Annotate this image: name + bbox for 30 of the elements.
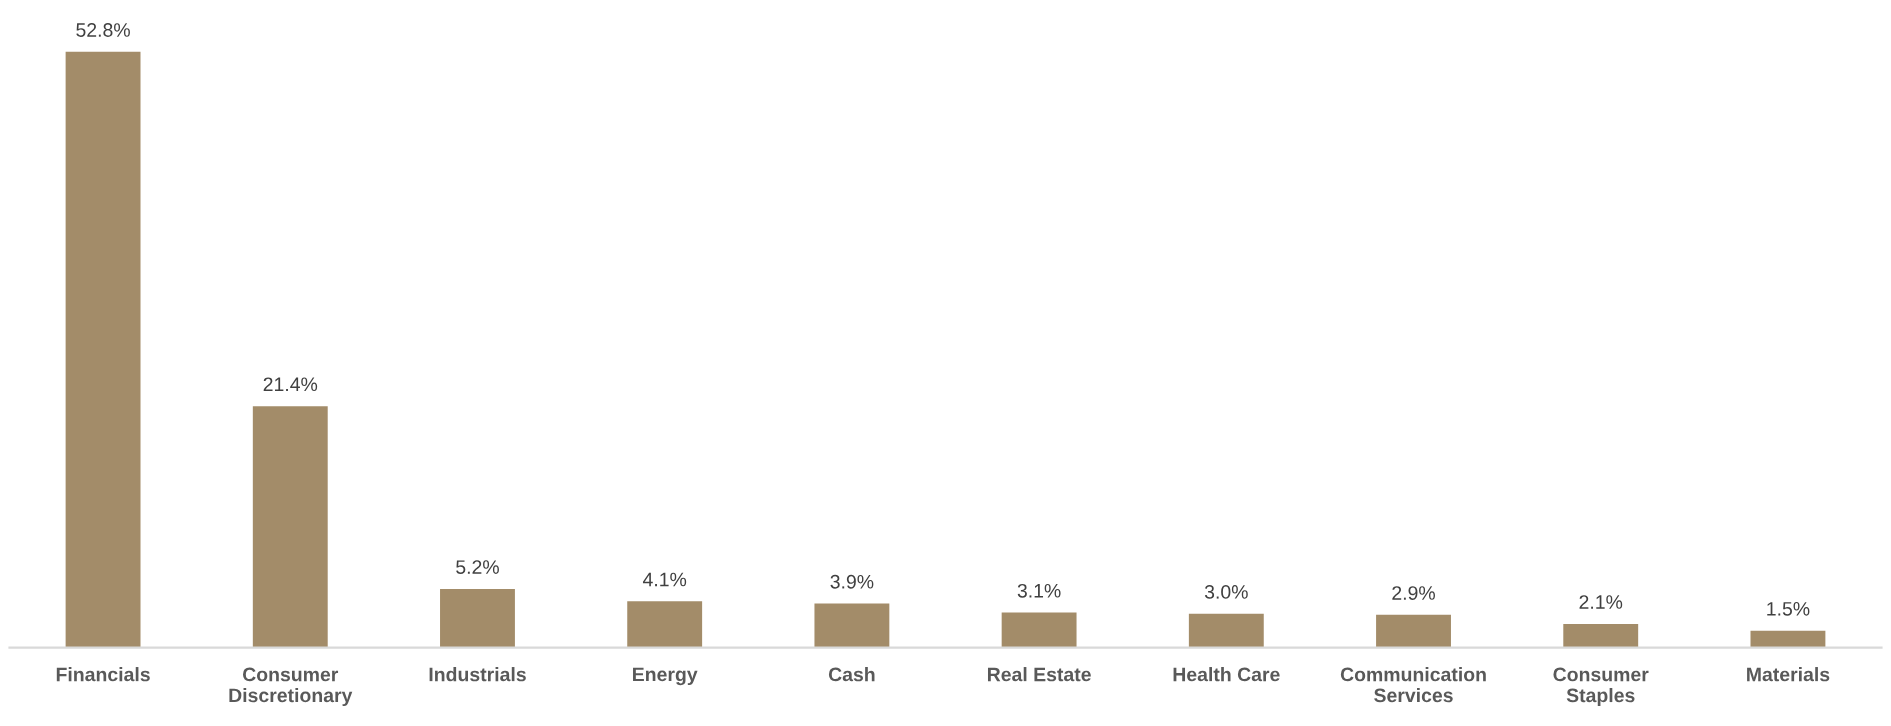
- x-tick-label: Health Care: [1173, 667, 1280, 682]
- data-label: 3.1%: [1017, 583, 1061, 598]
- data-label: 1.5%: [1767, 602, 1810, 616]
- x-tick-label: Financials: [56, 667, 150, 682]
- x-tick-label: Materials: [1747, 667, 1830, 682]
- x-tick-label: Real Estate: [987, 667, 1091, 682]
- data-label: 3.9%: [830, 574, 874, 589]
- bar: [440, 588, 515, 648]
- data-label: 2.1%: [1579, 595, 1623, 609]
- bar: [814, 603, 890, 648]
- data-label: 2.9%: [1392, 586, 1435, 600]
- data-label: 5.2%: [456, 560, 499, 574]
- x-tick-label: Consumer Staples: [1553, 667, 1649, 707]
- bar: [627, 601, 703, 648]
- x-tick-label: Industrials: [429, 667, 526, 682]
- data-label: 4.1%: [642, 572, 687, 587]
- x-tick-label: Consumer Discretionary: [229, 667, 353, 707]
- bar: [1001, 612, 1077, 648]
- x-tick-label: Communication Services: [1340, 667, 1486, 703]
- bar: [252, 406, 328, 648]
- bar: [1563, 623, 1639, 648]
- bar: [1750, 630, 1826, 648]
- data-label: 21.4%: [263, 377, 318, 392]
- data-label: 3.0%: [1204, 585, 1248, 599]
- x-tick-label: Energy: [633, 667, 698, 686]
- x-tick-label: Cash: [828, 667, 875, 682]
- bar: [65, 51, 141, 648]
- data-label: 52.8%: [76, 23, 130, 37]
- bar: [1188, 613, 1264, 648]
- bar: [1376, 614, 1451, 648]
